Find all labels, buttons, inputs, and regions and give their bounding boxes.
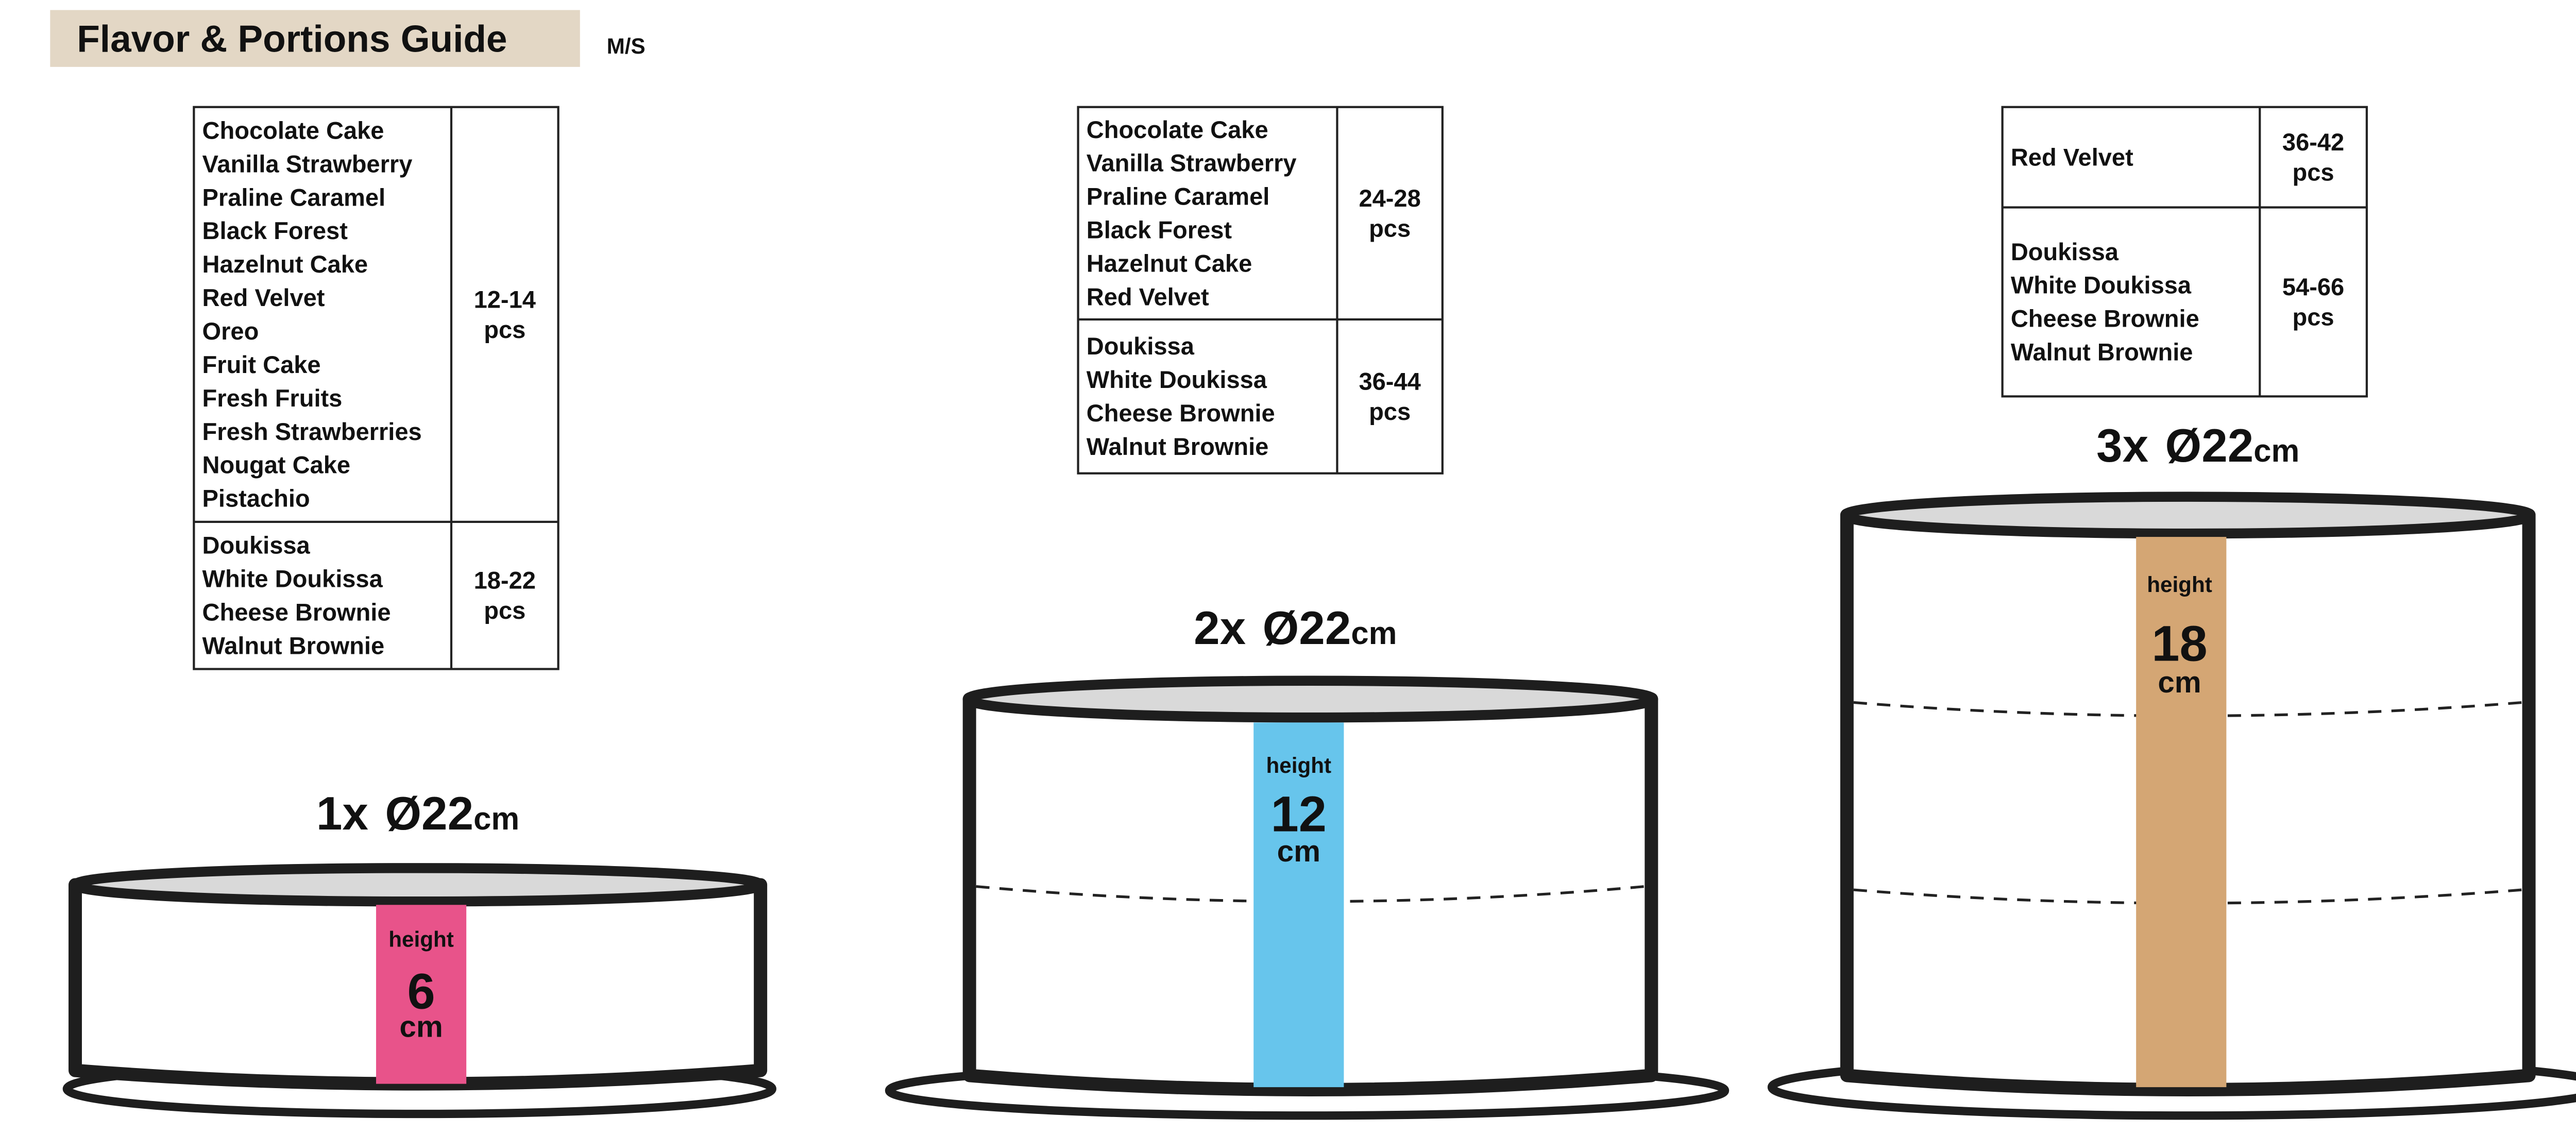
page-title: Flavor & Portions Guide [77,19,507,60]
flavor-name: Vanilla Strawberry [202,150,413,177]
flavor-name: Walnut Brownie [1087,433,1269,460]
height-label: height [1266,753,1331,777]
flavor-name: Black Forest [202,217,348,244]
flavor-name: Black Forest [1087,216,1232,244]
cake-2x: height 12 cm 2x Ø22cm [885,602,1730,1120]
flavor-name: Chocolate Cake [1087,116,1268,143]
flavor-name: Cheese Brownie [1087,399,1275,427]
flavor-name: Walnut Brownie [202,632,385,659]
height-value: 12 [1271,786,1327,842]
cake-top [70,863,766,907]
height-unit: cm [1277,835,1320,868]
flavor-name: Hazelnut Cake [1087,250,1252,277]
flavor-name: Pistachio [202,485,310,512]
flavor-name: Cheese Brownie [202,598,391,625]
table-border [1077,106,1444,475]
cake-size-title: 1x Ø22cm [316,788,519,840]
flavor-name: Fresh Fruits [202,384,343,412]
flavor-name: Doukissa [202,532,311,559]
cake-top [1840,492,2536,539]
height-value: 6 [407,963,435,1019]
portions-table: Red Velvet 36-42 pcs Doukissa White Doukissa… [2001,106,2368,398]
flavor-name: Chocolate Cake [202,116,384,144]
cake-3x: height 18 cm 3x Ø22cm [1768,420,2576,1120]
portion-count: 24-28 [1359,184,1420,212]
flavor-name: Red Velvet [2011,143,2133,171]
flavor-name: Walnut Brownie [2011,338,2193,366]
table-border [2001,106,2368,398]
height-value: 18 [2151,615,2207,671]
flavor-name: Red Velvet [202,284,325,311]
height-label: height [2147,572,2212,597]
portion-count: 36-42 [2282,128,2344,156]
portion-unit: pcs [484,597,526,624]
flavor-name: Cheese Brownie [2011,305,2199,332]
cake-size-title: 2x Ø22cm [1194,602,1397,654]
flavor-name: Oreo [202,317,259,345]
height-unit: cm [2158,666,2201,699]
portion-unit: pcs [2293,303,2334,330]
flavor-name: Praline Caramel [202,183,386,211]
portion-unit: pcs [1369,398,1411,425]
height-bar [1253,722,1344,1088]
flavor-name: Praline Caramel [1087,183,1270,210]
table-border [193,106,560,670]
height-bar [376,905,467,1084]
cake-top [962,675,1658,723]
flavor-name: Hazelnut Cake [202,250,368,278]
flavor-name: White Doukissa [2011,272,2192,299]
portion-unit: pcs [1369,214,1411,242]
portions-table: Chocolate Cake Vanilla Strawberry Praline … [193,106,560,670]
flavor-name: White Doukissa [202,565,383,592]
height-bar [2136,537,2227,1088]
flavor-name: Fruit Cake [202,351,321,378]
portion-count: 12-14 [474,285,536,313]
cake-1x: height 6 cm 1x Ø22cm [62,788,776,1119]
portion-count: 36-44 [1359,367,1420,395]
height-unit: cm [399,1010,443,1044]
flavor-name: Fresh Strawberries [202,418,422,445]
flavor-name: Nougat Cake [202,451,350,479]
title-banner [50,10,580,67]
portion-unit: pcs [2293,159,2334,186]
flavor-name: Doukissa [1087,332,1195,360]
height-label: height [388,927,453,951]
flavor-name: Vanilla Strawberry [1087,149,1297,177]
flavor-name: White Doukissa [1087,366,1267,393]
cake-size-title: 3x Ø22cm [2096,420,2299,472]
flavor-name: Doukissa [2011,238,2119,265]
flavor-name: Red Velvet [1087,283,1209,310]
page-subtitle: M/S [607,34,646,58]
portion-unit: pcs [484,316,526,343]
portion-count: 18-22 [474,567,536,594]
portions-table: Chocolate Cake Vanilla Strawberry Praline … [1077,106,1444,475]
portion-count: 54-66 [2282,273,2344,300]
